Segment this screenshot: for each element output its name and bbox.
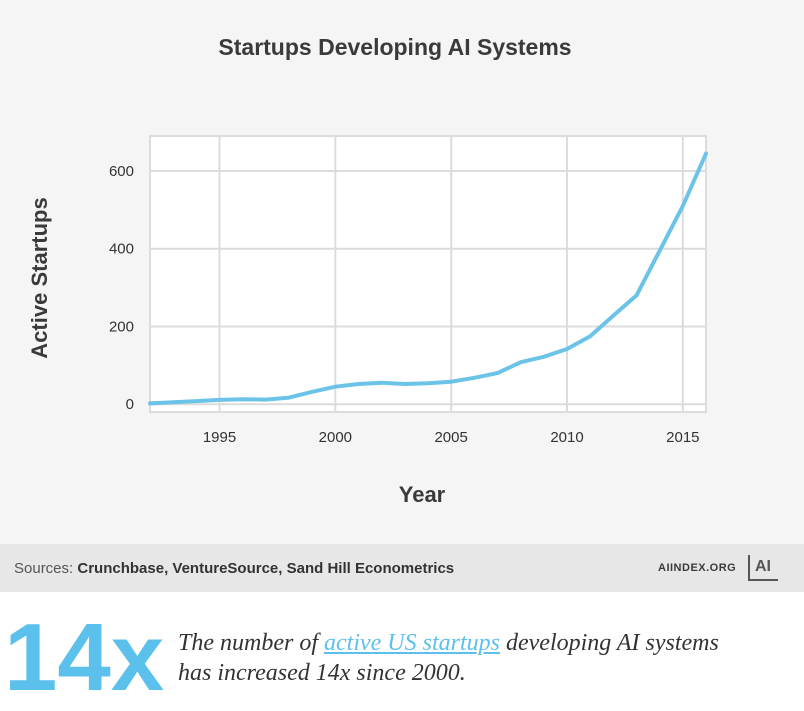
y-axis-label: Active Startups (27, 197, 52, 358)
caption-text-after: developing AI systems has increased 14x … (178, 630, 719, 686)
x-tick-label: 2015 (666, 429, 699, 446)
series-line (148, 151, 708, 406)
x-tick-label: 2005 (434, 429, 467, 446)
sources-list: Crunchbase, VentureSource, Sand Hill Eco… (77, 560, 455, 577)
x-tick-label: 2000 (319, 429, 352, 446)
plot-area (149, 135, 707, 413)
y-tick-label: 600 (109, 163, 134, 180)
active-startups-link[interactable]: active US startups (324, 630, 500, 656)
sources-text: Sources: Crunchbase, VentureSource, Sand… (14, 560, 454, 577)
big-stat: 14x (4, 604, 165, 711)
chart-panel: Startups Developing AI Systems 1995 2000 2… (27, 34, 708, 507)
y-tick-label: 400 (109, 241, 134, 258)
ai-index-logo[interactable]: AI (748, 555, 778, 581)
y-tick-label: 200 (109, 318, 134, 335)
line-chart: 1995 2000 2005 2010 2015 0 200 400 600 Year Active… (27, 135, 708, 507)
logo-text: AI (755, 558, 771, 575)
stat-caption: The number of active US startups develop… (178, 628, 738, 688)
x-tick-label: 1995 (203, 429, 236, 446)
sources-prefix: Sources: (14, 560, 78, 577)
y-tick-label: 0 (126, 396, 134, 413)
site-link[interactable]: AIINDEX.ORG (658, 562, 737, 574)
x-axis-label: Year (399, 482, 446, 507)
caption-text-before: The number of (178, 630, 324, 656)
sources-bar: Sources: Crunchbase, VentureSource, Sand… (0, 544, 804, 592)
x-tick-label: 2010 (550, 429, 583, 446)
chart-title: Startups Developing AI Systems (218, 34, 572, 60)
